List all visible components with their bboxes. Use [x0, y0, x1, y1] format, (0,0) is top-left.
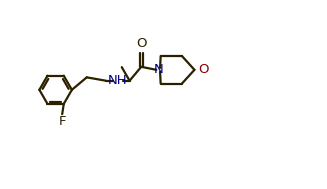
Text: O: O	[136, 37, 146, 50]
Text: O: O	[198, 63, 209, 76]
Text: F: F	[59, 115, 66, 128]
Text: NH: NH	[108, 74, 128, 87]
Text: N: N	[153, 63, 163, 76]
